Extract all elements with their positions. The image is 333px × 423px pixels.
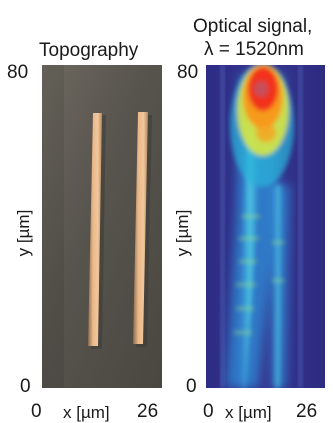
optical-signal-map <box>206 65 325 388</box>
optical-title-line-2: λ = 1520nm <box>204 39 304 60</box>
topography-y-min-tick: 0 <box>20 376 31 397</box>
optical-x-max-tick: 26 <box>296 401 318 422</box>
topography-x-min-tick: 0 <box>31 401 42 422</box>
optical-y-max-tick: 80 <box>177 62 199 83</box>
optical-x-axis-label: x [µm] <box>225 403 272 422</box>
topography-map <box>42 65 162 388</box>
topography-x-max-tick: 26 <box>137 401 159 422</box>
optical-y-axis-label: y [µm] <box>173 209 192 257</box>
topography-title: Topography <box>39 40 139 61</box>
topography-x-axis-label: x [µm] <box>63 403 110 422</box>
optical-title-line-1: Optical signal, <box>193 16 313 37</box>
topography-y-max-tick: 80 <box>7 62 29 83</box>
optical-y-min-tick: 0 <box>186 376 197 397</box>
optical-x-min-tick: 0 <box>203 401 214 422</box>
topography-y-axis-label: y [µm] <box>14 209 33 257</box>
